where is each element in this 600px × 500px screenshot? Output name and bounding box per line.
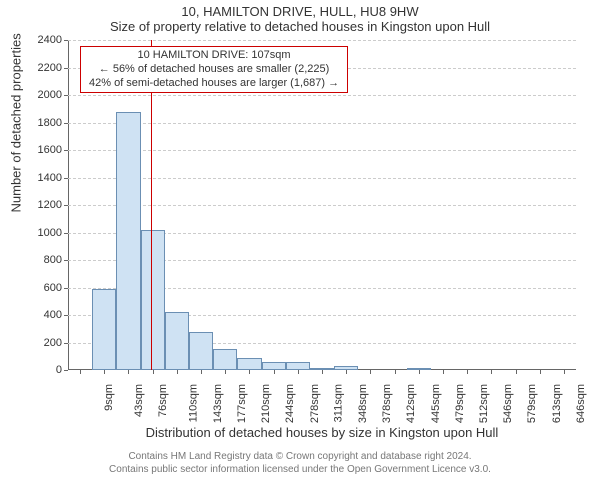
x-tick-label: 512sqm [478,384,490,423]
x-tick [370,370,371,374]
x-tick [298,370,299,374]
infobox-line: 10 HAMILTON DRIVE: 107sqm [89,49,339,63]
y-tick-label: 1400 [38,172,68,184]
x-tick-label: 76sqm [158,384,170,417]
x-tick [104,370,105,374]
gridline [68,40,576,41]
y-tick-label: 1600 [38,144,68,156]
y-tick-label: 2000 [38,89,68,101]
x-tick [516,370,517,374]
x-tick [177,370,178,374]
x-tick-label: 311sqm [332,384,344,422]
histogram-bar [286,362,310,370]
x-tick-label: 546sqm [502,384,514,423]
x-tick [395,370,396,374]
x-axis-label: Distribution of detached houses by size … [68,425,576,440]
x-tick-label: 479sqm [454,384,466,423]
x-tick-label: 278sqm [309,384,321,423]
x-tick [346,370,347,374]
x-tick-label: 348sqm [357,384,369,423]
x-tick-label: 9sqm [103,384,115,411]
gridline [68,205,576,206]
x-tick [491,370,492,374]
histogram-bar [116,112,140,371]
x-tick-label: 244sqm [285,384,297,423]
x-tick [419,370,420,374]
property-info-box: 10 HAMILTON DRIVE: 107sqm ← 56% of detac… [80,46,348,93]
histogram-bar [262,362,286,370]
y-tick-label: 800 [44,254,68,266]
x-tick [443,370,444,374]
gridline [68,95,576,96]
copyright-line: Contains HM Land Registry data © Crown c… [0,450,600,463]
copyright-notice: Contains HM Land Registry data © Crown c… [0,450,600,476]
y-tick-label: 1800 [38,117,68,129]
x-tick-label: 110sqm [187,384,199,422]
y-tick-label: 1200 [38,199,68,211]
x-tick-label: 445sqm [430,384,442,423]
y-tick-label: 400 [44,309,68,321]
x-tick-label: 646sqm [575,384,587,423]
x-tick-label: 378sqm [381,384,393,423]
x-tick-label: 579sqm [526,384,538,423]
gridline [68,150,576,151]
histogram-bar [92,289,116,370]
gridline [68,178,576,179]
histogram-bar [189,332,213,371]
y-tick-label: 200 [44,337,68,349]
y-tick-label: 2200 [38,62,68,74]
page-title-line2: Size of property relative to detached ho… [0,19,600,36]
x-tick-label: 177sqm [236,384,248,423]
page-title-line1: 10, HAMILTON DRIVE, HULL, HU8 9HW [0,0,600,19]
x-tick [274,370,275,374]
infobox-line: 42% of semi-detached houses are larger (… [89,77,339,91]
histogram-figure: 10, HAMILTON DRIVE, HULL, HU8 9HW Size o… [0,0,600,500]
y-tick-label: 1000 [38,227,68,239]
histogram-bar [213,349,237,370]
x-tick-label: 43sqm [133,384,145,417]
histogram-bar [165,312,189,370]
x-tick [540,370,541,374]
x-tick [201,370,202,374]
x-tick [225,370,226,374]
x-tick [249,370,250,374]
y-axis-label: Number of detached properties [9,193,24,213]
x-tick-label: 143sqm [212,384,224,423]
x-tick-label: 613sqm [551,384,563,423]
x-tick [153,370,154,374]
histogram-bar [141,230,165,370]
copyright-line: Contains public sector information licen… [0,463,600,476]
y-tick-label: 600 [44,282,68,294]
y-tick-label: 0 [56,364,68,376]
x-tick [467,370,468,374]
x-tick [322,370,323,374]
x-tick-label: 210sqm [260,384,272,423]
gridline [68,123,576,124]
x-tick [80,370,81,374]
histogram-bar [237,358,261,370]
x-tick [564,370,565,374]
x-tick [128,370,129,374]
infobox-line: ← 56% of detached houses are smaller (2,… [89,63,339,77]
y-tick-label: 2400 [38,34,68,46]
x-tick-label: 412sqm [406,384,418,423]
